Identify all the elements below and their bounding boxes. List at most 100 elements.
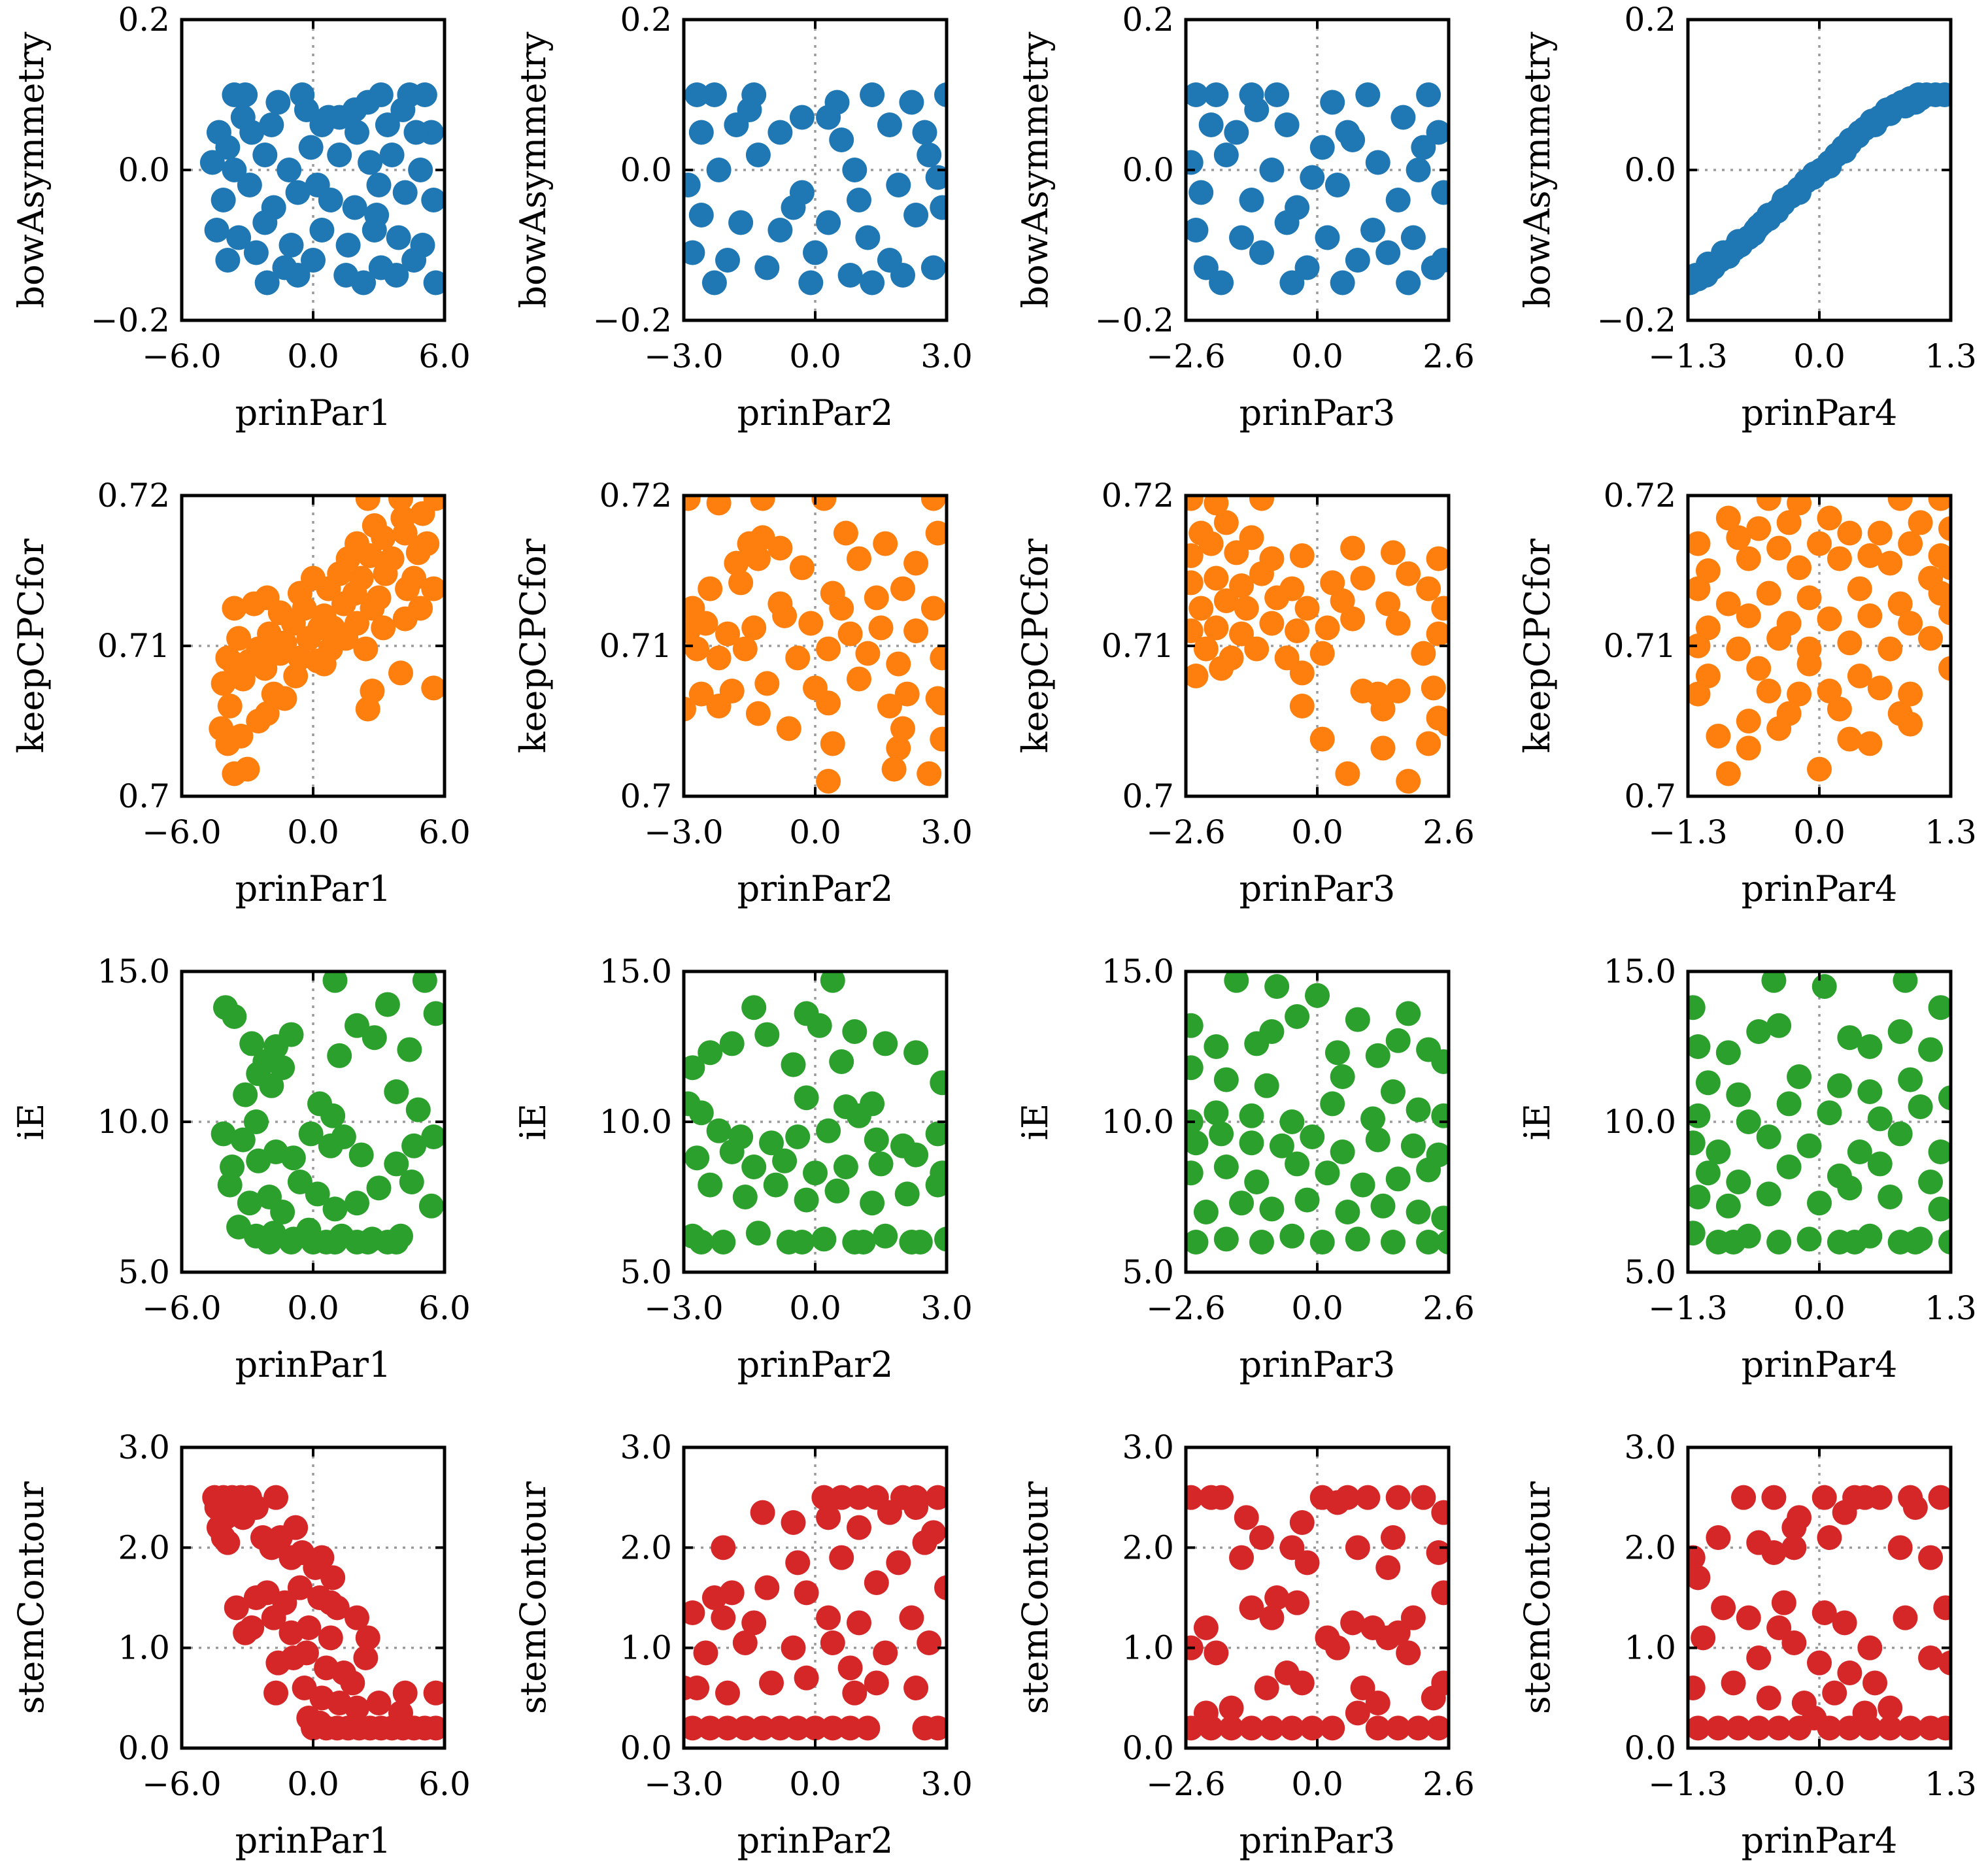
scatter-points [209, 496, 445, 786]
scatter-point [1878, 636, 1903, 662]
scatter-point [803, 1160, 828, 1186]
scatter-point [1340, 127, 1366, 152]
scatter-point [1355, 82, 1381, 107]
scatter-point [301, 248, 326, 273]
scatter-point [837, 263, 863, 288]
scatter-point [684, 496, 701, 511]
y-tick-label: 5.0 [118, 1253, 170, 1291]
scatter-point [1186, 618, 1204, 643]
scatter-point [1209, 1485, 1234, 1510]
scatter-point [1289, 660, 1315, 686]
scatter-point [1204, 82, 1229, 107]
scatter-point [1355, 1485, 1381, 1510]
scatter-point [688, 203, 714, 228]
scatter-point [1249, 561, 1274, 586]
scatter-point [243, 1109, 269, 1134]
scatter-point [1688, 1185, 1711, 1209]
scatter-point [1244, 636, 1270, 662]
scatter-point [401, 248, 427, 273]
scatter-point [1837, 520, 1862, 546]
scatter-point [1898, 531, 1923, 556]
scatter-point [1928, 1485, 1951, 1510]
x-tick-label: 6.0 [418, 1289, 471, 1327]
scatter-point [1315, 225, 1340, 250]
y-tick-label: 0.71 [1102, 627, 1174, 665]
scatter-point [1289, 543, 1315, 568]
x-tick-label: −2.6 [1146, 1765, 1225, 1803]
y-axis-label: keepCPCfor [1517, 539, 1558, 754]
scatter-point [1817, 679, 1842, 703]
scatter-point [1365, 1691, 1390, 1715]
scatter-point [894, 1181, 920, 1207]
scatter-point [233, 82, 258, 107]
scatter-point [278, 1022, 304, 1047]
scatter-point [1787, 681, 1812, 707]
scatter-point [706, 694, 732, 718]
x-tick-label: 6.0 [418, 337, 471, 375]
scatter-point [1898, 1715, 1923, 1741]
scatter-point [1756, 679, 1781, 703]
scatter-point [1411, 1485, 1436, 1510]
scatter-point [421, 188, 445, 212]
scatter-point [1285, 618, 1310, 643]
scatter-point [1766, 1230, 1792, 1255]
x-tick-label: −3.0 [644, 337, 723, 375]
scatter-point [811, 1485, 837, 1510]
scatter-points [1186, 1485, 1449, 1741]
scatter-point [1776, 1091, 1802, 1117]
scatter-point [390, 97, 416, 122]
scatter-point [855, 641, 881, 666]
scatter-point [230, 1127, 256, 1153]
scatter-points [684, 1485, 947, 1741]
scatter-point [1279, 270, 1305, 295]
scatter-point [1928, 1196, 1951, 1222]
scatter-point [327, 143, 352, 167]
scatter-point [1867, 1106, 1893, 1132]
scatter-point [1249, 1525, 1274, 1550]
scatter-point [392, 180, 418, 205]
scatter-point [243, 1495, 269, 1520]
scatter-point [1264, 585, 1290, 611]
scatter-point [1259, 611, 1285, 636]
scatter-point [847, 666, 871, 692]
scatter-point [265, 90, 291, 115]
y-tick-label: 10.0 [599, 1103, 672, 1141]
x-tick-label: 0.0 [1291, 1765, 1343, 1803]
x-tick-label: −3.0 [644, 1765, 723, 1803]
scatter-point [1867, 1151, 1893, 1177]
scatter-point [1832, 1610, 1857, 1636]
x-axis-label: prinPar2 [737, 392, 894, 433]
scatter-point [1400, 1133, 1426, 1158]
scatter-point [345, 120, 369, 145]
scatter-point [1345, 248, 1370, 273]
scatter-point [925, 165, 947, 190]
scatter-point [1695, 1160, 1721, 1186]
scatter-point [925, 1121, 947, 1147]
scatter-point [781, 1635, 806, 1660]
scatter-point [886, 173, 911, 197]
scatter-point [1345, 1226, 1370, 1252]
scatter-points [1688, 1485, 1951, 1741]
x-tick-label: −2.6 [1146, 813, 1225, 851]
scatter-point [684, 1145, 710, 1171]
scatter-point [270, 1055, 295, 1081]
scatter-point [1431, 1049, 1449, 1074]
scatter-point [1186, 664, 1209, 688]
scatter-point [1209, 270, 1234, 295]
scatter-point [1726, 1170, 1751, 1194]
scatter-point [1893, 971, 1918, 993]
scatter-point [342, 195, 367, 220]
scatter-point [1902, 90, 1928, 115]
scatter-point [1219, 1695, 1244, 1721]
x-tick-label: −3.0 [644, 813, 723, 851]
scatter-point [829, 127, 854, 152]
scatter-point [1186, 496, 1204, 511]
scatter-point [798, 270, 824, 295]
scatter-point [1817, 606, 1842, 632]
scatter-points [1186, 971, 1449, 1255]
scatter-point [345, 531, 369, 556]
scatter-point [1213, 1155, 1239, 1179]
scatter-point [1857, 1635, 1883, 1660]
scatter-point [1375, 240, 1401, 265]
scatter-point [1204, 615, 1229, 641]
